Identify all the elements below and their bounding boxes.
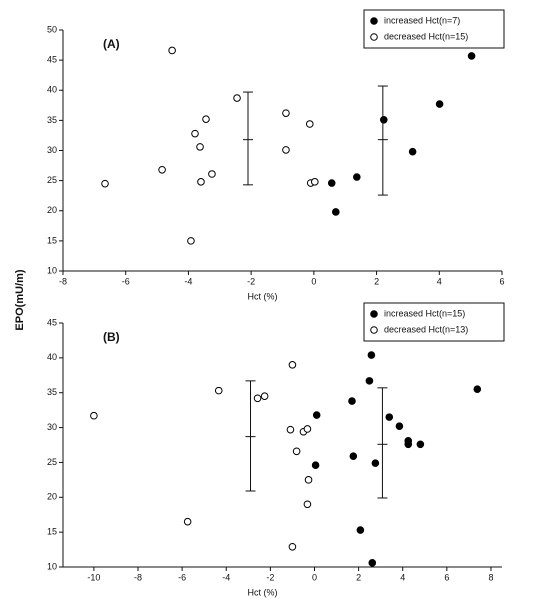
legend-label: decreased Hct(n=15) [384, 31, 468, 41]
point [379, 115, 388, 124]
panel-label: (A) [103, 37, 120, 51]
point [312, 411, 321, 419]
legend-marker [370, 17, 378, 25]
y-axis-label: EPO(mU/m) [14, 269, 26, 330]
x-tick-label: 0 [312, 572, 317, 582]
point [435, 100, 444, 108]
point [304, 476, 313, 484]
panel-label: (B) [103, 330, 120, 344]
point [473, 385, 482, 394]
point [90, 411, 98, 420]
y-tick-label: 40 [47, 85, 57, 95]
legend-label: increased Hct(n=7) [384, 15, 460, 25]
legend-marker [370, 33, 378, 41]
x-tick-label: 4 [400, 572, 405, 582]
x-tick-label: -8 [59, 276, 67, 286]
point [202, 115, 210, 123]
y-tick-label: 10 [47, 265, 57, 275]
x-tick-label: -2 [266, 572, 274, 582]
point [282, 109, 290, 117]
legend-box [363, 302, 505, 342]
x-tick-label: -2 [247, 276, 255, 286]
point [196, 143, 204, 151]
point [349, 452, 358, 460]
point [356, 526, 365, 534]
point [416, 440, 425, 449]
point [233, 94, 241, 102]
y-tick-label: 20 [47, 205, 57, 215]
point [311, 461, 320, 470]
y-tick-label: 15 [47, 235, 57, 245]
y-tick-label: 35 [47, 115, 57, 125]
point [158, 165, 166, 174]
y-tick-label: 15 [47, 527, 57, 537]
point [101, 179, 109, 188]
point [260, 392, 269, 401]
x-tick-label: 2 [356, 572, 361, 582]
point [404, 440, 413, 449]
x-tick-label: -10 [87, 572, 100, 582]
point [208, 170, 216, 178]
y-tick-label: 30 [47, 422, 57, 432]
point [332, 208, 340, 216]
legend-marker [370, 326, 378, 334]
x-axis-label: Hct (%) [248, 587, 278, 597]
x-tick-label: 8 [488, 572, 493, 582]
y-tick-label: 25 [47, 175, 57, 185]
y-tick-label: 40 [47, 352, 57, 362]
point [168, 46, 176, 55]
x-tick-label: 4 [437, 276, 442, 286]
point [187, 237, 195, 245]
x-axis-label: Hct (%) [248, 291, 278, 301]
point [282, 146, 290, 154]
point [253, 394, 262, 403]
x-tick-label: -4 [222, 572, 230, 582]
point [286, 425, 295, 434]
point [288, 542, 297, 551]
point [353, 173, 361, 181]
point [408, 147, 417, 156]
point [310, 178, 319, 186]
point [303, 500, 312, 509]
point [371, 459, 380, 467]
x-tick-label: -6 [122, 276, 130, 286]
x-tick-label: -4 [184, 276, 192, 286]
point [305, 120, 314, 128]
legend-label: increased Hct(n=15) [384, 308, 465, 318]
point [191, 129, 199, 138]
x-tick-label: 6 [444, 572, 449, 582]
y-tick-label: 30 [47, 145, 57, 155]
y-tick-label: 20 [47, 492, 57, 502]
point [327, 179, 336, 187]
y-tick-label: 45 [47, 55, 57, 65]
y-tick-label: 25 [47, 457, 57, 467]
y-tick-label: 10 [47, 561, 57, 571]
point [303, 425, 312, 433]
point [367, 351, 376, 359]
x-tick-label: 2 [374, 276, 379, 286]
y-tick-label: 50 [47, 24, 57, 34]
x-tick-label: 6 [499, 276, 504, 286]
x-tick-label: -6 [178, 572, 186, 582]
x-tick-label: 0 [311, 276, 316, 286]
point [214, 386, 223, 395]
point [288, 361, 297, 369]
point [292, 447, 301, 456]
point [368, 559, 377, 567]
point [197, 178, 205, 186]
point [385, 413, 394, 421]
y-tick-label: 35 [47, 387, 57, 397]
point [348, 397, 356, 405]
point [365, 377, 374, 385]
legend-marker [370, 310, 378, 318]
legend-label: decreased Hct(n=13) [384, 324, 468, 334]
y-tick-label: 45 [47, 317, 57, 327]
x-tick-label: -8 [134, 572, 142, 582]
legend-box [363, 9, 505, 49]
point [183, 517, 192, 526]
point [395, 422, 404, 430]
point [467, 52, 476, 60]
